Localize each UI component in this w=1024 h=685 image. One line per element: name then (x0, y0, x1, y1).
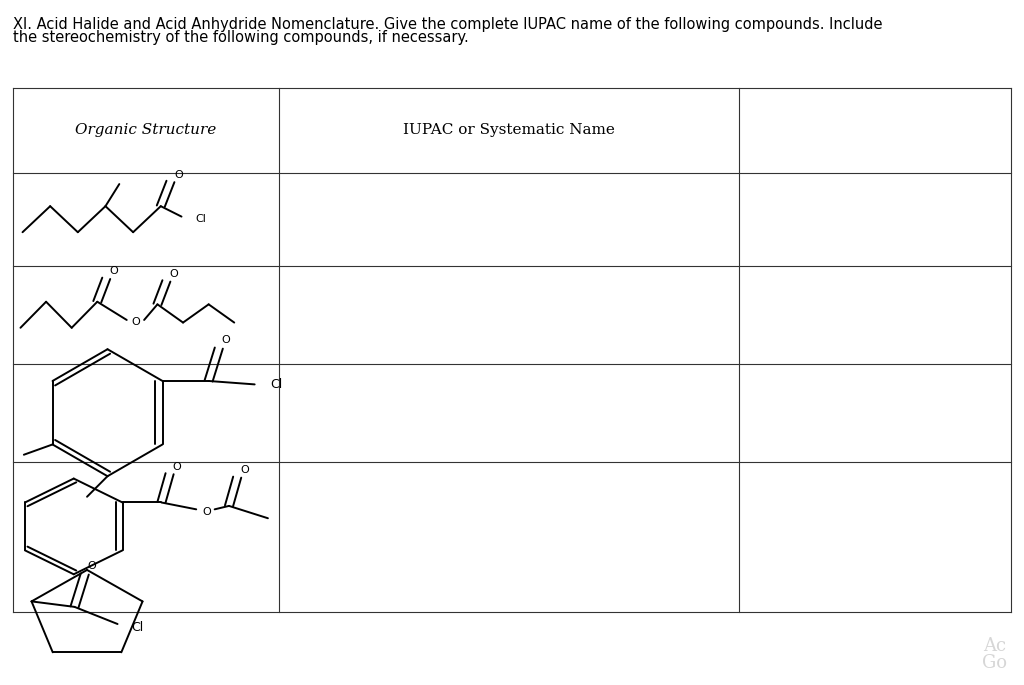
Text: O: O (109, 266, 118, 277)
Text: Cl: Cl (196, 214, 207, 223)
Text: Go: Go (982, 654, 1007, 672)
Text: O: O (174, 170, 183, 179)
Text: XI. Acid Halide and Acid Anhydride Nomenclature. Give the complete IUPAC name of: XI. Acid Halide and Acid Anhydride Nomen… (13, 17, 883, 32)
Text: the stereochemistry of the following compounds, if necessary.: the stereochemistry of the following com… (13, 30, 469, 45)
Text: IUPAC or Systematic Name: IUPAC or Systematic Name (403, 123, 614, 137)
Text: O: O (131, 317, 140, 327)
Text: O: O (202, 507, 211, 517)
Text: Ac: Ac (983, 637, 1007, 655)
Text: O: O (221, 335, 230, 345)
Text: O: O (88, 561, 96, 571)
Text: O: O (169, 269, 178, 279)
Text: O: O (240, 465, 249, 475)
Text: Cl: Cl (270, 378, 283, 391)
Text: O: O (172, 462, 181, 472)
Text: Organic Structure: Organic Structure (76, 123, 216, 137)
Text: Cl: Cl (131, 621, 143, 634)
